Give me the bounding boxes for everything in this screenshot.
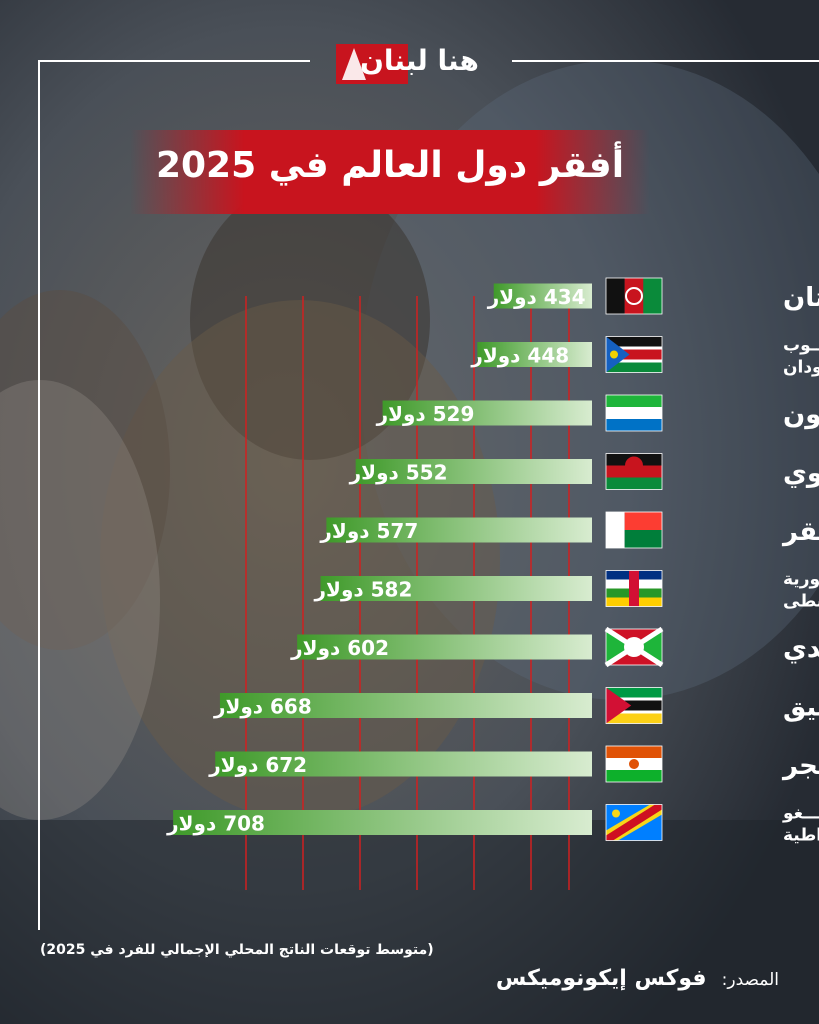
svg-text:أفغانستان: أفغانستان <box>783 280 819 313</box>
value-label-5: 582 دولار <box>314 578 413 602</box>
svg-text:سيراليون: سيراليون <box>783 400 819 430</box>
svg-text:جنــــوب: جنــــوب <box>783 336 819 356</box>
burundi-flag-icon <box>604 626 664 668</box>
svg-text:الســـودان: الســـودان <box>783 358 819 378</box>
afghanistan-flag-icon <box>605 277 663 315</box>
chart-labels: 434 دولار أفغانستان 448 دولار جنــــوبالســ… <box>166 280 819 846</box>
source: المصدر: فوكس إيكونوميكس <box>496 966 779 991</box>
chart-flags <box>604 277 664 841</box>
country-label-6: بوروندي <box>783 634 819 664</box>
bar-6 <box>297 634 592 660</box>
bar-5 <box>320 576 592 601</box>
value-label-6: 602 دولار <box>290 636 389 660</box>
value-label-3: 552 دولار <box>349 461 448 485</box>
svg-text:النيجر: النيجر <box>781 751 819 781</box>
niger-flag-icon <box>605 745 663 783</box>
country-label-3: مالاوي <box>783 459 819 489</box>
mozambique-flag-icon <box>605 687 663 724</box>
bar-3 <box>355 459 592 484</box>
country-label-7: موزمبيق <box>783 693 819 723</box>
logo <box>336 44 408 84</box>
page-title: أفقر دول العالم في 2025 <box>155 145 625 186</box>
malawi-flag-icon <box>605 453 663 490</box>
cedar-icon <box>342 48 366 80</box>
bar-9 <box>173 810 592 835</box>
value-label-8: 672 دولار <box>208 753 307 777</box>
title-band <box>130 130 650 214</box>
value-label-4: 577 دولار <box>319 519 418 543</box>
footnote: (متوسط توقعات الناتج المحلي الإجمالي للف… <box>40 942 434 958</box>
value-label-1: 448 دولار <box>470 344 569 368</box>
svg-text:أفريقيا الوسطى: أفريقيا الوسطى <box>783 590 819 612</box>
country-label-4: مدغشقر <box>781 517 819 547</box>
bar-2 <box>382 400 592 426</box>
value-label-7: 668 دولار <box>213 695 312 719</box>
logo-text: هنا لبنان <box>360 44 479 77</box>
country-label-9: الكونــــغوالديمقراطية <box>782 804 819 846</box>
frame-top-left <box>38 60 310 62</box>
svg-text:الديمقراطية: الديمقراطية <box>783 826 819 846</box>
svg-text:جمهـــورية: جمهـــورية <box>783 570 819 590</box>
country-label-2: سيراليون <box>783 400 819 430</box>
country-label-8: النيجر <box>781 751 819 781</box>
value-label-2: 529 دولار <box>376 402 475 426</box>
source-value: فوكس إيكونوميكس <box>495 966 707 991</box>
svg-text:الكونــــغو: الكونــــغو <box>782 804 819 824</box>
frame-left <box>38 60 40 930</box>
svg-text:بوروندي: بوروندي <box>783 634 819 664</box>
value-label-9: 708 دولار <box>166 812 265 836</box>
chart-bars <box>173 283 592 835</box>
bar-1 <box>477 342 592 367</box>
bar-8 <box>215 751 592 777</box>
svg-text:مالاوي: مالاوي <box>783 459 819 489</box>
svg-text:مدغشقر: مدغشقر <box>781 517 819 547</box>
bar-7 <box>219 693 592 718</box>
value-label-0: 434 دولار <box>487 285 586 309</box>
bar-0 <box>493 283 592 309</box>
svg-text:موزمبيق: موزمبيق <box>783 693 819 723</box>
south-sudan-flag-icon <box>605 336 663 373</box>
country-label-1: جنــــوبالســـودان <box>783 336 819 378</box>
central-african-republic-flag-icon <box>605 570 663 607</box>
country-label-5: جمهـــوريةأفريقيا الوسطى <box>783 570 819 612</box>
madagascar-flag-icon <box>605 511 663 549</box>
country-label-0: أفغانستان <box>783 280 819 313</box>
dr-congo-flag-icon <box>605 804 663 841</box>
bar-4 <box>326 517 592 543</box>
frame-top-right <box>512 60 819 62</box>
sierra-leone-flag-icon <box>605 394 663 432</box>
source-label: المصدر: <box>721 970 779 990</box>
